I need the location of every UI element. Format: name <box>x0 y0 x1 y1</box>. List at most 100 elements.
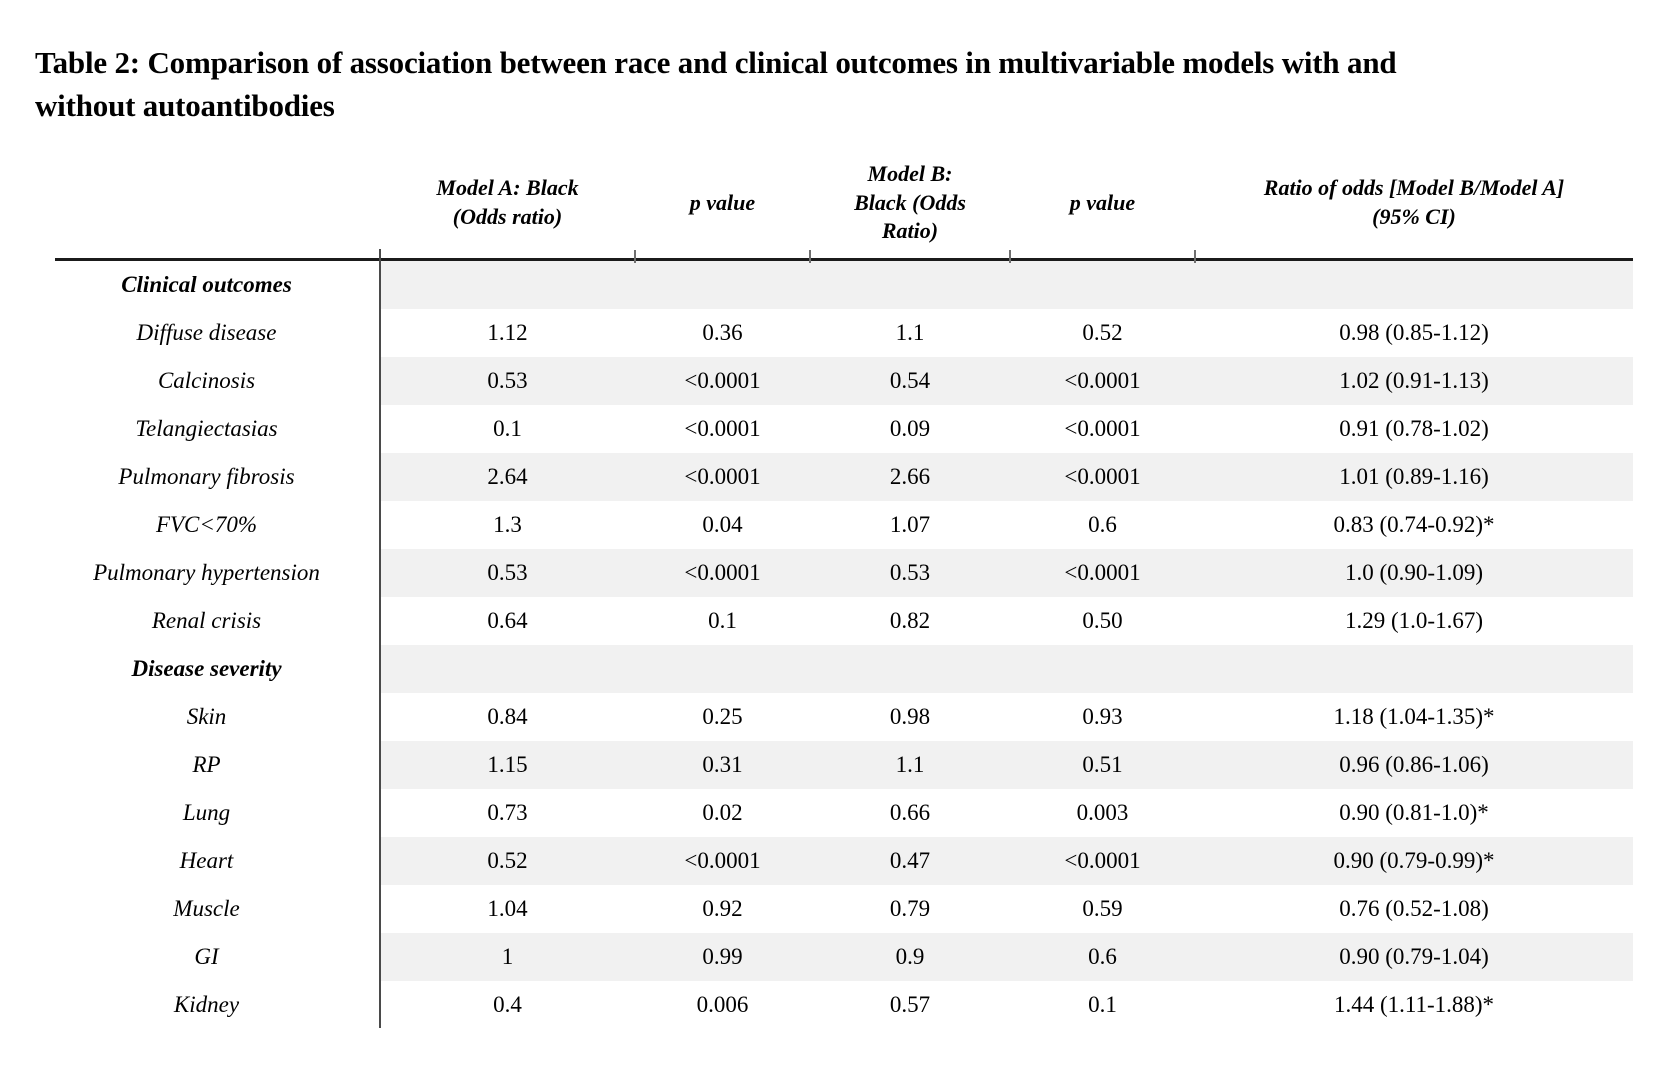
cell-ratio-of-odds: 0.90 (0.79-0.99)* <box>1195 837 1633 885</box>
header-column-tick <box>634 250 636 263</box>
cell-ratio-of-odds: 0.90 (0.79-1.04) <box>1195 933 1633 981</box>
cell-p-value-a: <0.0001 <box>635 549 810 597</box>
cell-p-value-a: <0.0001 <box>635 837 810 885</box>
row-label: Diffuse disease <box>136 320 277 345</box>
cell-p-value-a: 0.99 <box>635 933 810 981</box>
row-label: Skin <box>186 704 227 729</box>
cell-p-value-b: 0.1 <box>1088 992 1117 1017</box>
cell-p-value-b: 0.6 <box>1010 933 1195 981</box>
cell-model-a-odds-ratio: 0.84 <box>487 704 528 729</box>
cell-p-value-a: 0.25 <box>702 704 743 729</box>
cell-p-value-a: <0.0001 <box>635 357 810 405</box>
cell-ratio-of-odds: 1.44 (1.11-1.88)* <box>1333 992 1495 1017</box>
cell-model-b-odds-ratio: 0.79 <box>889 896 931 921</box>
cell-p-value-b: 0.59 <box>1082 896 1123 921</box>
header-p-value-b: p value <box>1069 189 1136 215</box>
cell-p-value-a: 0.02 <box>702 800 743 825</box>
cell-ratio-of-odds: 0.91 (0.78-1.02) <box>1339 416 1489 441</box>
cell-ratio-of-odds <box>1195 261 1633 309</box>
cell-model-a-odds-ratio: 0.52 <box>380 837 635 885</box>
header-column-tick <box>1194 250 1196 263</box>
cell-p-value-a: 0.04 <box>702 512 743 537</box>
row-label: Pulmonary hypertension <box>93 560 320 585</box>
cell-model-b-odds-ratio: 0.66 <box>889 800 931 825</box>
cell-ratio-of-odds: 0.83 (0.74-0.92)* <box>1333 512 1495 537</box>
table-row: Muscle 1.04 0.92 0.79 0.59 0.76 (0.52-1.… <box>55 885 1633 933</box>
cell-model-a-odds-ratio: 0.53 <box>380 549 635 597</box>
cell-p-value-a: 0.31 <box>635 741 810 789</box>
cell-model-a-odds-ratio: 2.64 <box>380 453 635 501</box>
row-label: Kidney <box>173 992 240 1017</box>
table-row: Pulmonary hypertension 0.53 <0.0001 0.53… <box>55 549 1633 597</box>
header-column-tick <box>1009 250 1011 263</box>
table-row: Diffuse disease 1.12 0.36 1.1 0.52 0.98 … <box>55 309 1633 357</box>
cell-model-b-odds-ratio: 0.82 <box>889 608 931 633</box>
cell-model-b-odds-ratio: 0.57 <box>889 992 931 1017</box>
cell-model-b-odds-ratio: 0.98 <box>889 704 931 729</box>
row-label: Telangiectasias <box>135 416 278 441</box>
cell-model-a-odds-ratio: 0.73 <box>487 800 528 825</box>
table-row: Pulmonary fibrosis 2.64 <0.0001 2.66 <0.… <box>55 453 1633 501</box>
cell-model-b-odds-ratio: 2.66 <box>810 453 1010 501</box>
table-row: Telangiectasias 0.1 <0.0001 0.09 <0.0001… <box>55 405 1633 453</box>
cell-p-value-a <box>635 261 810 309</box>
row-label: Muscle <box>173 896 240 921</box>
column-divider-line <box>379 249 381 1028</box>
row-label: RP <box>192 752 221 777</box>
cell-p-value-b: <0.0001 <box>1010 837 1195 885</box>
cell-model-b-odds-ratio: 0.54 <box>810 357 1010 405</box>
cell-ratio-of-odds: 1.01 (0.89-1.16) <box>1195 453 1633 501</box>
cell-p-value-b: <0.0001 <box>1010 453 1195 501</box>
cell-p-value-b: 0.6 <box>1088 512 1117 537</box>
cell-model-b-odds-ratio <box>810 261 1010 309</box>
table-row: Skin 0.84 0.25 0.98 0.93 1.18 (1.04-1.35… <box>55 693 1633 741</box>
cell-ratio-of-odds: 1.18 (1.04-1.35)* <box>1333 704 1495 729</box>
row-label: FVC<70% <box>155 512 258 537</box>
row-label: Heart <box>179 848 234 873</box>
cell-model-a-odds-ratio: 1.12 <box>487 320 528 345</box>
header-p-value-a: p value <box>689 189 756 215</box>
cell-model-a-odds-ratio: 1 <box>380 933 635 981</box>
cell-model-b-odds-ratio: 0.47 <box>810 837 1010 885</box>
cell-p-value-b: <0.0001 <box>1010 549 1195 597</box>
cell-p-value-a: <0.0001 <box>635 453 810 501</box>
cell-ratio-of-odds: 1.29 (1.0-1.67) <box>1345 608 1483 633</box>
table-row: Clinical outcomes <box>55 261 1633 309</box>
cell-model-a-odds-ratio: 0.1 <box>493 416 522 441</box>
cell-model-a-odds-ratio: 0.53 <box>380 357 635 405</box>
cell-model-b-odds-ratio: 0.53 <box>810 549 1010 597</box>
cell-model-a-odds-ratio: 0.4 <box>493 992 522 1017</box>
table-row: Disease severity <box>55 645 1633 693</box>
table-body: Clinical outcomes Diffuse disease 1.12 0… <box>55 258 1633 1029</box>
cell-ratio-of-odds: 1.0 (0.90-1.09) <box>1195 549 1633 597</box>
header-ratio-of-odds: Ratio of odds [Model B/Model A] (95% CI) <box>1263 175 1565 229</box>
cell-model-b-odds-ratio: 1.1 <box>895 320 925 345</box>
cell-model-b-odds-ratio: 0.9 <box>810 933 1010 981</box>
cell-p-value-a <box>635 645 810 693</box>
table-row: FVC<70% 1.3 0.04 1.07 0.6 0.83 (0.74-0.9… <box>55 501 1633 549</box>
cell-p-value-a: 0.006 <box>696 992 749 1017</box>
row-label: Renal crisis <box>151 608 262 633</box>
cell-p-value-a: <0.0001 <box>684 416 761 441</box>
cell-p-value-b: 0.50 <box>1082 608 1123 633</box>
comparison-table: Model A: Black (Odds ratio) p value Mode… <box>55 148 1633 1029</box>
cell-model-b-odds-ratio: 1.1 <box>810 741 1010 789</box>
cell-ratio-of-odds: 1.02 (0.91-1.13) <box>1195 357 1633 405</box>
cell-p-value-b <box>1010 645 1195 693</box>
cell-model-a-odds-ratio: 1.3 <box>493 512 522 537</box>
cell-p-value-a: 0.92 <box>702 896 743 921</box>
row-label: Clinical outcomes <box>121 272 292 297</box>
cell-model-b-odds-ratio <box>810 645 1010 693</box>
header-model-b: Model B: Black (Odds Ratio) <box>854 161 966 244</box>
cell-model-a-odds-ratio: 1.15 <box>380 741 635 789</box>
header-model-a: Model A: Black (Odds ratio) <box>436 175 579 229</box>
cell-ratio-of-odds: 0.76 (0.52-1.08) <box>1339 896 1489 921</box>
cell-model-a-odds-ratio: 0.64 <box>487 608 528 633</box>
cell-model-a-odds-ratio: 1.04 <box>487 896 528 921</box>
cell-model-b-odds-ratio: 0.09 <box>889 416 931 441</box>
row-label: Calcinosis <box>157 368 256 393</box>
table-row: RP 1.15 0.31 1.1 0.51 0.96 (0.86-1.06) <box>55 741 1633 789</box>
table-row: Lung 0.73 0.02 0.66 0.003 0.90 (0.81-1.0… <box>55 789 1633 837</box>
cell-ratio-of-odds <box>1195 645 1633 693</box>
cell-ratio-of-odds: 0.96 (0.86-1.06) <box>1195 741 1633 789</box>
